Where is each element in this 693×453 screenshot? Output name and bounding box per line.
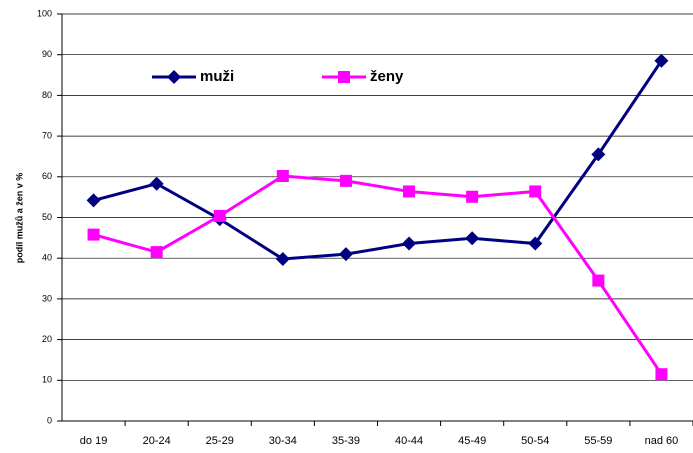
y-tick-label: 10: [42, 375, 52, 385]
data-point: [339, 174, 352, 187]
data-point: [213, 209, 226, 222]
data-point: [402, 236, 417, 251]
data-point: [529, 185, 542, 198]
y-tick-label: 40: [42, 253, 52, 263]
legend-label: ženy: [370, 68, 404, 85]
x-tick-label: 45-49: [458, 435, 486, 447]
y-tick-label: 70: [42, 130, 52, 140]
data-point: [654, 53, 669, 68]
x-tick-label: 50-54: [521, 435, 549, 447]
legend-marker: [338, 71, 350, 83]
x-tick-label: 55-59: [584, 435, 612, 447]
y-tick-label: 30: [42, 293, 52, 303]
y-tick-label: 50: [42, 212, 52, 222]
data-point: [275, 252, 290, 267]
x-tick-label: 40-44: [395, 435, 423, 447]
data-point: [591, 147, 606, 162]
data-point: [150, 246, 163, 259]
y-tick-label: 0: [47, 415, 52, 425]
y-tick-label: 100: [37, 8, 52, 18]
series-line: [93, 59, 663, 261]
x-tick-label: nad 60: [645, 435, 679, 447]
data-point: [528, 236, 543, 251]
y-axis-label: podíl mužů a žen v %: [14, 173, 24, 264]
data-point: [655, 368, 668, 381]
data-point: [338, 247, 353, 262]
x-tick-label: 35-39: [332, 435, 360, 447]
data-point: [465, 231, 480, 246]
data-point: [592, 274, 605, 287]
x-tick-label: 30-34: [269, 435, 297, 447]
y-tick-label: 90: [42, 49, 52, 59]
y-tick-label: 80: [42, 90, 52, 100]
x-tick-label: do 19: [80, 435, 108, 447]
data-point: [276, 169, 289, 182]
y-tick-label: 20: [42, 334, 52, 344]
data-point: [86, 193, 101, 208]
data-point: [466, 190, 479, 203]
series-line: [93, 174, 663, 376]
data-point: [403, 185, 416, 198]
legend-marker: [167, 70, 181, 84]
y-tick-label: 60: [42, 171, 52, 181]
x-tick-label: 20-24: [143, 435, 171, 447]
x-tick-label: 25-29: [206, 435, 234, 447]
data-point: [87, 228, 100, 241]
data-point: [149, 176, 164, 191]
legend-label: muži: [200, 68, 234, 85]
